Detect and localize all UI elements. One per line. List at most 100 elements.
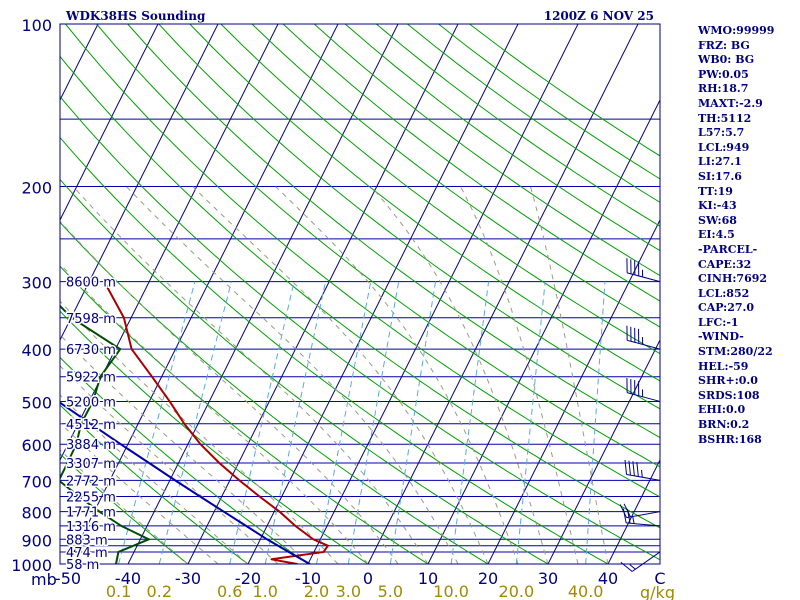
- dewpoint-point: [78, 495, 80, 498]
- index-item: SW:68: [698, 213, 737, 227]
- parcel-point: [287, 551, 290, 553]
- temperature-point: [270, 558, 273, 561]
- index-item: WB0: BG: [698, 53, 755, 67]
- dry-adiabat-line: [344, 24, 660, 252]
- temperature-point: [327, 544, 329, 547]
- mixing-ratio-unit-label: g/kg: [640, 583, 675, 600]
- index-item: SI:17.6: [698, 169, 742, 183]
- dewpoint-point: [66, 462, 69, 464]
- wind-barb-staff: [627, 339, 661, 350]
- height-label: 474 m: [66, 546, 108, 561]
- parcel-point: [89, 422, 92, 425]
- mixing-ratio-label: 2.0: [304, 582, 329, 600]
- mixing-ratio-line: [515, 281, 546, 564]
- temperature-tick-label: -20: [235, 569, 261, 588]
- height-label: 1316 m: [66, 520, 116, 535]
- wind-barbs-layer: [619, 258, 661, 572]
- height-label: 2772 m: [66, 474, 116, 489]
- index-item: TH:5112: [698, 111, 752, 125]
- dewpoint-point: [58, 479, 60, 481]
- height-label: 883 m: [66, 533, 108, 548]
- wind-barb-flag: [626, 508, 631, 524]
- parcel-point: [199, 495, 202, 498]
- wind-barb-staff: [626, 511, 661, 519]
- moist-adiabat-line: [370, 186, 549, 564]
- pressure-tick-label: 900: [21, 531, 52, 550]
- index-item: SHR+:0.0: [698, 374, 758, 388]
- temperature-tick-label: -30: [175, 569, 201, 588]
- dry-adiabat-line: [60, 453, 189, 564]
- wind-barb-flag: [622, 508, 627, 524]
- height-label: 3307 m: [66, 457, 116, 472]
- mixing-ratio-label: 0.6: [217, 582, 242, 600]
- height-label: 3884 m: [66, 438, 116, 453]
- temperature-point: [123, 316, 125, 319]
- mixing-ratio-line: [229, 281, 295, 564]
- mixing-ratio-label: 20.0: [499, 582, 535, 600]
- mixing-ratio-line: [264, 281, 326, 564]
- mixing-ratio-label: 0.1: [106, 582, 131, 600]
- dry-adiabat-line: [60, 95, 660, 561]
- moist-adiabat-line: [60, 220, 399, 564]
- isotherm-line: [487, 218, 660, 564]
- index-item: KI:-43: [698, 199, 737, 213]
- parcel-point: [266, 538, 268, 541]
- pressure-tick-label: 700: [21, 472, 52, 491]
- wind-barb-staff: [627, 392, 661, 402]
- grid-layer: [60, 24, 660, 564]
- temperature-point: [294, 524, 297, 527]
- height-label: 7598 m: [66, 312, 116, 327]
- isotherm-line: [307, 24, 579, 564]
- index-item: CAPE:32: [698, 257, 752, 271]
- index-item: -WIND-: [698, 330, 744, 344]
- wind-barb-staff: [626, 522, 661, 527]
- moist-adiabat-line: [126, 186, 459, 564]
- wind-barb-flag: [632, 461, 635, 476]
- temperature-point: [151, 375, 153, 378]
- mixing-ratio-label: 3.0: [336, 582, 361, 600]
- temperature-point: [199, 443, 202, 446]
- mixing-ratio-label: 1.0: [252, 582, 277, 600]
- dry-adiabat-line: [282, 24, 660, 302]
- height-label: 6730 m: [66, 343, 116, 358]
- temperature-tick-label: -10: [295, 569, 321, 588]
- mixing-ratio-label: 40.0: [568, 582, 604, 600]
- dry-adiabat-line: [313, 24, 660, 277]
- series-layer: [22, 280, 330, 564]
- wind-barb-flag: [628, 460, 631, 476]
- height-label: 1771 m: [66, 506, 116, 521]
- wind-barb-staff: [626, 473, 661, 481]
- dewpoint-point: [70, 316, 73, 319]
- dry-adiabat-line: [60, 404, 249, 564]
- index-item: LCL:852: [698, 286, 750, 300]
- mixing-ratio-line: [118, 281, 196, 564]
- mixing-ratio-label: 0.2: [147, 582, 172, 600]
- mixing-ratio-label: 5.0: [378, 582, 403, 600]
- index-item: FRZ: BG: [698, 38, 750, 52]
- mixing-ratio-line: [450, 281, 490, 564]
- isotherm-line: [367, 24, 639, 564]
- temperature-point: [278, 510, 281, 513]
- parcel-point: [57, 401, 59, 403]
- parcel-point: [148, 462, 151, 464]
- index-item: CINH:7692: [698, 272, 768, 286]
- parcel-point: [174, 479, 177, 482]
- mixing-ratio-line: [585, 281, 606, 564]
- pressure-tick-label: 400: [21, 341, 52, 360]
- dry-adiabat-line: [60, 356, 309, 564]
- parcel-point: [22, 376, 24, 378]
- dewpoint-point: [75, 443, 78, 446]
- dry-adiabat-line: [60, 221, 489, 564]
- index-item: PW:0.05: [698, 67, 749, 81]
- temperature-point: [312, 538, 315, 541]
- height-label: 4512 m: [66, 418, 116, 433]
- y-axis-unit-label: mb: [31, 570, 57, 589]
- dry-adiabat-line: [60, 265, 429, 564]
- labels-layer: WDK38HS Sounding 1200Z 6 NOV 25 mb C g/k…: [11, 9, 675, 600]
- pressure-tick-label: 500: [21, 393, 52, 412]
- moist-adiabat-line: [60, 394, 249, 564]
- isotherm-line: [60, 24, 279, 462]
- index-item: MAXT:-2.9: [698, 96, 763, 110]
- mixing-ratio-line: [347, 281, 400, 564]
- moist-adiabat-line: [530, 186, 609, 564]
